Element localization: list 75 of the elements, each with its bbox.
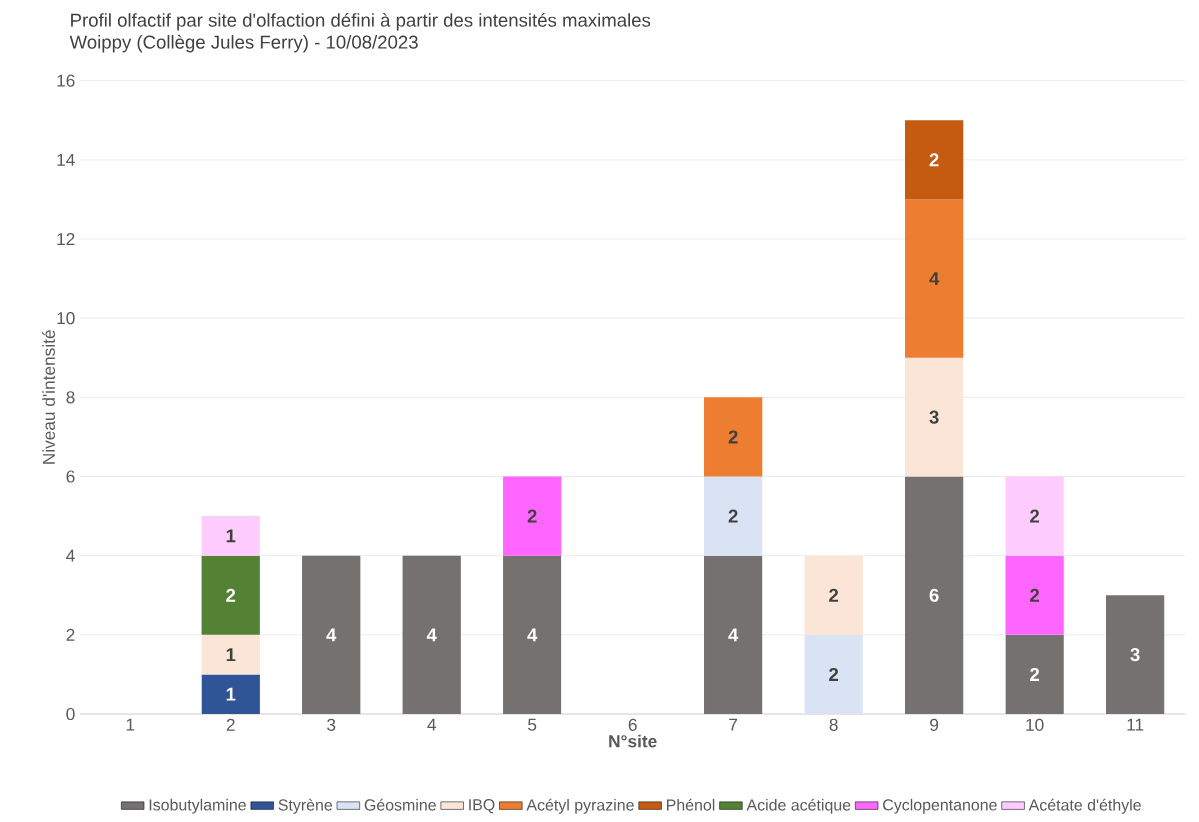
bar bbox=[804, 555, 863, 635]
bar bbox=[201, 555, 260, 635]
bar bbox=[503, 555, 562, 714]
bar bbox=[201, 674, 260, 714]
data-label: 4 bbox=[728, 628, 739, 642]
legend-label: Cyclopentanone bbox=[883, 798, 997, 814]
y-tick-label: 6 bbox=[66, 470, 75, 483]
bar bbox=[904, 199, 964, 358]
bar bbox=[904, 476, 964, 714]
legend-label: Isobutylamine bbox=[149, 798, 246, 814]
bar bbox=[201, 516, 260, 556]
y-tick-label: 4 bbox=[66, 549, 75, 562]
bar bbox=[704, 397, 763, 477]
data-label: 3 bbox=[929, 410, 939, 424]
chart-title: Profil olfactif par site d'olfaction défini à partir des intensités maximales bbox=[71, 12, 651, 31]
y-tick-label: 2 bbox=[66, 628, 75, 641]
legend-label: Acide acétique bbox=[746, 798, 851, 814]
data-label: 2 bbox=[1030, 667, 1040, 681]
data-label: 1 bbox=[226, 529, 236, 543]
bar bbox=[1005, 634, 1064, 714]
x-tick-label: 10 bbox=[1026, 718, 1044, 731]
legend-label: Styrène bbox=[278, 798, 333, 814]
x-tick-label: 9 bbox=[930, 718, 939, 731]
x-tick-label: 3 bbox=[327, 718, 336, 731]
data-label: 2 bbox=[527, 509, 537, 523]
data-label: 2 bbox=[1030, 588, 1040, 602]
bar bbox=[1105, 595, 1165, 714]
y-tick-label: 14 bbox=[57, 153, 75, 166]
bar bbox=[804, 634, 863, 714]
legend-label: Acétate d'éthyle bbox=[1028, 798, 1141, 814]
data-label: 2 bbox=[226, 588, 236, 602]
legend-label: IBQ bbox=[469, 799, 495, 814]
data-label: 2 bbox=[1030, 509, 1040, 523]
x-axis-title: N°site bbox=[609, 734, 657, 748]
x-tick-label: 7 bbox=[729, 718, 738, 731]
bar bbox=[904, 357, 964, 477]
data-label: 1 bbox=[226, 648, 236, 662]
data-label: 2 bbox=[728, 509, 738, 523]
data-label: 2 bbox=[829, 667, 839, 681]
y-axis-title: Niveau d'intensité bbox=[42, 330, 55, 464]
bar bbox=[704, 476, 763, 556]
x-tick-label: 11 bbox=[1127, 718, 1144, 731]
y-tick-label: 8 bbox=[66, 391, 75, 404]
data-label: 2 bbox=[829, 588, 839, 602]
data-label: 4 bbox=[326, 628, 337, 642]
x-tick-label: 5 bbox=[528, 718, 537, 731]
bar bbox=[1005, 476, 1064, 556]
legend-label: Phénol bbox=[667, 798, 715, 811]
legend-label: Géosmine bbox=[364, 798, 436, 811]
bar bbox=[201, 634, 260, 675]
x-tick-label: 8 bbox=[829, 718, 838, 731]
data-label: 1 bbox=[226, 687, 236, 701]
data-label: 2 bbox=[929, 153, 939, 167]
y-tick-label: 16 bbox=[57, 74, 75, 87]
data-label: 4 bbox=[929, 272, 940, 285]
bar bbox=[1005, 555, 1064, 635]
bar bbox=[503, 476, 562, 556]
data-label: 4 bbox=[426, 628, 437, 642]
y-tick-label: 0 bbox=[66, 707, 75, 721]
bar bbox=[904, 120, 964, 200]
legend-label: Acétyl pyrazine bbox=[526, 798, 634, 814]
y-tick-label: 10 bbox=[57, 312, 75, 325]
x-tick-label: 4 bbox=[427, 718, 436, 731]
data-label: 6 bbox=[929, 588, 939, 602]
x-tick-label: 2 bbox=[226, 718, 235, 731]
x-tick-label: 1 bbox=[126, 718, 135, 731]
bar bbox=[704, 555, 763, 714]
data-label: 3 bbox=[1130, 648, 1140, 662]
x-tick-label: 6 bbox=[628, 718, 637, 731]
y-tick-label: 12 bbox=[57, 232, 75, 246]
data-label: 4 bbox=[527, 628, 538, 642]
data-label: 2 bbox=[728, 430, 738, 444]
bar bbox=[302, 555, 361, 714]
chart-subtitle: Woippy (Collège Jules Ferry) - 10/08/2023 bbox=[69, 34, 418, 53]
bar bbox=[402, 555, 461, 714]
